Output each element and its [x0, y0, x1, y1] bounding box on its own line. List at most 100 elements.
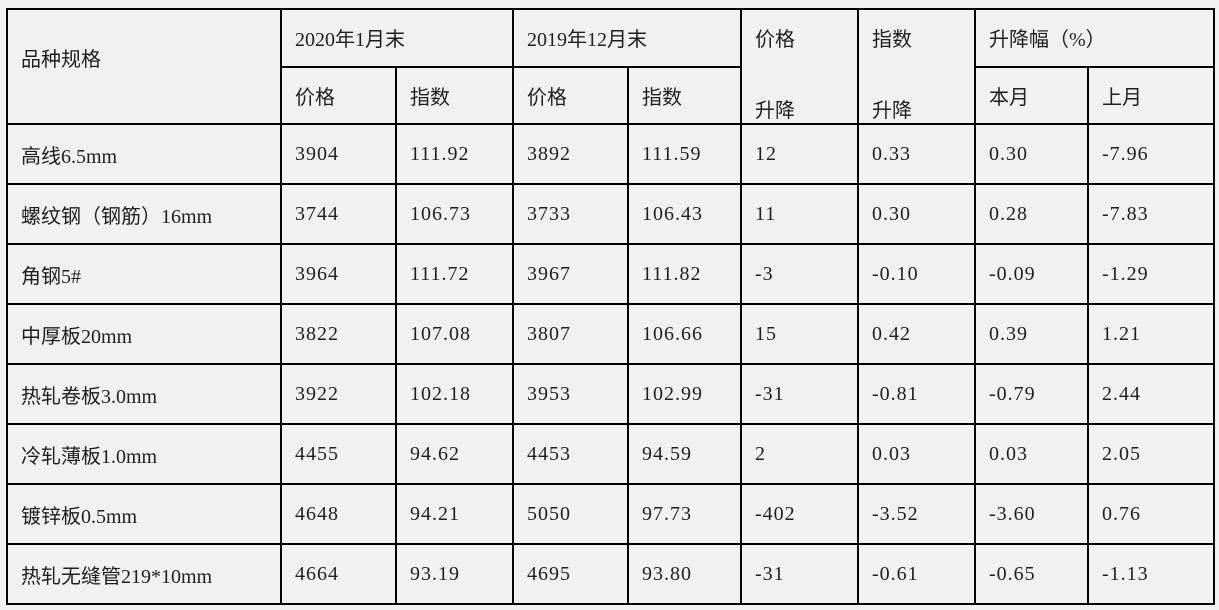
header-group-2020-jan: 2020年1月末 [280, 8, 514, 68]
cell-index-change: -3.52 [857, 483, 976, 545]
cell-index-dec2019: 106.43 [627, 183, 742, 245]
table-row: 高线6.5mm 3904 111.92 3892 111.59 12 0.33 … [6, 123, 1216, 185]
cell-price-jan2020: 3964 [280, 243, 397, 305]
cell-price-change: 2 [740, 423, 859, 485]
cell-product: 冷轧薄板1.0mm [6, 423, 282, 485]
cell-pct-this-month: -3.60 [974, 483, 1089, 545]
cell-product: 高线6.5mm [6, 123, 282, 185]
cell-index-change: -0.10 [857, 243, 976, 305]
cell-pct-last-month: -7.96 [1086, 123, 1216, 185]
header-sub-price-2019: 价格 [512, 65, 629, 125]
cell-price-dec2019: 3733 [512, 183, 629, 245]
cell-price-jan2020: 4455 [280, 423, 397, 485]
header-sub-price-2020: 价格 [280, 65, 397, 125]
cell-price-change: 15 [740, 303, 859, 365]
cell-price-dec2019: 4453 [512, 423, 629, 485]
header-index-change-line1: 指数 [872, 29, 912, 51]
cell-price-jan2020: 3904 [280, 123, 397, 185]
cell-pct-last-month: -7.83 [1086, 183, 1216, 245]
table-row: 中厚板20mm 3822 107.08 3807 106.66 15 0.42 … [6, 303, 1216, 365]
cell-price-change: -31 [740, 363, 859, 425]
table-row: 冷轧薄板1.0mm 4455 94.62 4453 94.59 2 0.03 0… [6, 423, 1216, 485]
header-group-change-pct: 升降幅（%） [973, 8, 1216, 68]
cell-pct-this-month: 0.28 [974, 183, 1089, 245]
cell-price-dec2019: 3892 [512, 123, 629, 185]
cell-index-dec2019: 93.80 [627, 543, 742, 605]
cell-pct-last-month: -1.29 [1086, 243, 1216, 305]
header-row-1: 品种规格 2020年1月末 2019年12月末 价格 升降 指数 升降 升降幅（… [6, 8, 1216, 125]
header-price-change-line2: 升降 [755, 100, 795, 122]
header-price-change: 价格 升降 [740, 8, 859, 125]
cell-index-jan2020: 94.62 [395, 423, 514, 485]
header-group-2019-dec: 2019年12月末 [512, 8, 742, 68]
cell-index-jan2020: 111.72 [395, 243, 514, 305]
cell-index-change: 0.03 [857, 423, 976, 485]
cell-index-change: -0.81 [857, 363, 976, 425]
cell-index-dec2019: 97.73 [627, 483, 742, 545]
table-row: 螺纹钢（钢筋）16mm 3744 106.73 3733 106.43 11 0… [6, 183, 1216, 245]
cell-index-dec2019: 111.59 [627, 123, 742, 185]
cell-index-jan2020: 102.18 [395, 363, 514, 425]
cell-index-jan2020: 106.73 [395, 183, 514, 245]
cell-index-jan2020: 111.92 [395, 123, 514, 185]
cell-price-jan2020: 3922 [280, 363, 397, 425]
header-sub-index-2020: 指数 [395, 65, 514, 125]
header-sub-this-month: 本月 [974, 65, 1089, 125]
cell-index-change: -0.61 [857, 543, 976, 605]
cell-index-change: 0.30 [857, 183, 976, 245]
header-row-2: 价格 指数 价格 指数 本月 上月 [7, 65, 1216, 125]
cell-index-jan2020: 107.08 [395, 303, 514, 365]
cell-index-dec2019: 94.59 [627, 423, 742, 485]
cell-pct-this-month: 0.30 [974, 123, 1089, 185]
table-row: 镀锌板0.5mm 4648 94.21 5050 97.73 -402 -3.5… [6, 483, 1216, 545]
cell-index-change: 0.33 [857, 123, 976, 185]
cell-product: 热轧无缝管219*10mm [6, 543, 282, 605]
cell-price-change: -31 [740, 543, 859, 605]
cell-pct-last-month: 2.05 [1086, 423, 1216, 485]
table-row: 热轧无缝管219*10mm 4664 93.19 4695 93.80 -31 … [6, 543, 1216, 605]
cell-pct-this-month: -0.09 [974, 243, 1089, 305]
cell-pct-this-month: -0.65 [974, 543, 1089, 605]
cell-price-jan2020: 4664 [280, 543, 397, 605]
cell-pct-this-month: -0.79 [974, 363, 1089, 425]
cell-price-dec2019: 3807 [512, 303, 629, 365]
header-index-change-line2: 升降 [872, 100, 912, 122]
cell-product: 螺纹钢（钢筋）16mm [6, 183, 282, 245]
cell-price-change: -402 [740, 483, 859, 545]
cell-price-dec2019: 3967 [512, 243, 629, 305]
cell-product: 热轧卷板3.0mm [6, 363, 282, 425]
cell-pct-last-month: 0.76 [1086, 483, 1216, 545]
header-price-change-line1: 价格 [755, 29, 795, 51]
cell-price-dec2019: 4695 [512, 543, 629, 605]
cell-index-dec2019: 102.99 [627, 363, 742, 425]
table-row: 角钢5# 3964 111.72 3967 111.82 -3 -0.10 -0… [6, 243, 1216, 305]
header-index-change: 指数 升降 [857, 8, 976, 125]
cell-price-change: 12 [740, 123, 859, 185]
cell-index-change: 0.42 [857, 303, 976, 365]
cell-pct-this-month: 0.03 [974, 423, 1089, 485]
cell-product: 角钢5# [6, 243, 282, 305]
cell-pct-last-month: -1.13 [1086, 543, 1216, 605]
header-sub-last-month: 上月 [1086, 65, 1216, 125]
cell-price-change: 11 [740, 183, 859, 245]
cell-product: 中厚板20mm [6, 303, 282, 365]
cell-index-jan2020: 94.21 [395, 483, 514, 545]
cell-pct-last-month: 1.21 [1086, 303, 1216, 365]
table-row: 热轧卷板3.0mm 3922 102.18 3953 102.99 -31 -0… [6, 363, 1216, 425]
cell-index-jan2020: 93.19 [395, 543, 514, 605]
header-sub-index-2019: 指数 [627, 65, 742, 125]
cell-pct-this-month: 0.39 [974, 303, 1089, 365]
cell-price-dec2019: 5050 [512, 483, 629, 545]
cell-product: 镀锌板0.5mm [6, 483, 282, 545]
cell-index-dec2019: 106.66 [627, 303, 742, 365]
cell-price-jan2020: 3744 [280, 183, 397, 245]
cell-price-jan2020: 3822 [280, 303, 397, 365]
steel-price-index-table: 品种规格 2020年1月末 2019年12月末 价格 升降 指数 升降 升降幅（… [6, 8, 1216, 605]
cell-price-dec2019: 3953 [512, 363, 629, 425]
header-product: 品种规格 [6, 8, 282, 125]
cell-index-dec2019: 111.82 [627, 243, 742, 305]
cell-pct-last-month: 2.44 [1086, 363, 1216, 425]
cell-price-jan2020: 4648 [280, 483, 397, 545]
cell-price-change: -3 [740, 243, 859, 305]
